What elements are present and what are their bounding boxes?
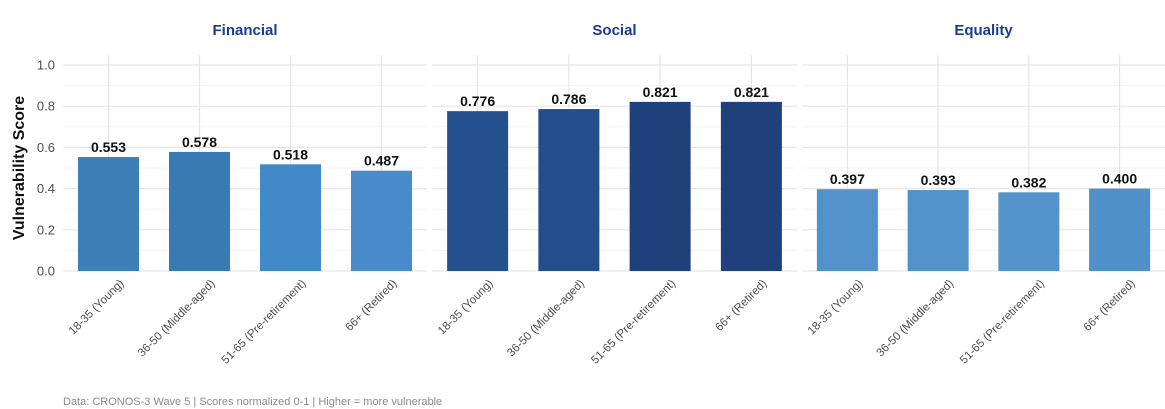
bar-value-label: 0.487 [364, 153, 399, 169]
bar-value-label: 0.397 [830, 171, 865, 187]
x-tick-label: 18-35 (Young) [806, 278, 866, 338]
bar-value-label: 0.393 [921, 172, 956, 188]
facet-title: Equality [954, 22, 1013, 39]
facet-title: Financial [212, 22, 277, 39]
y-tick-label: 0.8 [37, 99, 55, 114]
x-tick-label: 36-50 (Middle-aged) [875, 278, 957, 360]
bar [260, 164, 321, 271]
bar-value-label: 0.382 [1011, 174, 1046, 190]
bar [169, 151, 230, 271]
y-tick-label: 0.4 [37, 181, 55, 196]
x-tick-label: 36-50 (Middle-aged) [136, 278, 218, 360]
bar [629, 101, 691, 272]
facet-financial: Financial 0.553 18-35 (Young) 0.578 36-50 (M… [63, 22, 427, 367]
x-tick-label: 18-35 (Young) [67, 278, 127, 338]
bar [998, 192, 1060, 271]
x-tick-label: 66+ (Retired) [713, 278, 769, 334]
bar [720, 101, 782, 272]
bar [907, 190, 969, 271]
bar [538, 109, 600, 271]
facet-title: Social [592, 22, 636, 39]
x-tick-label: 51-65 (Pre-retirement) [589, 278, 678, 367]
data-source-caption: Data: CRONOS-3 Wave 5 | Scores normalize… [63, 396, 443, 408]
bar-value-label: 0.821 [643, 84, 678, 100]
x-tick-label: 36-50 (Middle-aged) [505, 278, 587, 360]
x-tick-label: 51-65 (Pre-retirement) [958, 278, 1047, 367]
bar [1089, 188, 1151, 271]
bar-value-label: 0.776 [460, 93, 495, 109]
x-tick-label: 66+ (Retired) [343, 278, 399, 334]
bar-value-label: 0.553 [91, 139, 126, 155]
bar-value-label: 0.821 [734, 84, 769, 100]
x-tick-label: 66+ (Retired) [1082, 278, 1138, 334]
bar-value-label: 0.578 [182, 134, 217, 150]
y-tick-label: 0.0 [37, 264, 55, 279]
bar-value-label: 0.518 [273, 146, 308, 162]
bar [447, 111, 509, 271]
bar [351, 170, 412, 271]
x-tick-label: 18-35 (Young) [436, 278, 496, 338]
y-axis-title: Vulnerability Score [11, 96, 28, 240]
bar-value-label: 0.400 [1102, 171, 1137, 187]
y-tick-label: 1.0 [37, 58, 55, 73]
x-tick-label: 51-65 (Pre-retirement) [220, 278, 309, 367]
facet-social: Social 0.776 18-35 (Young) 0.786 36-50 (Midd… [432, 22, 797, 367]
bar [78, 157, 139, 271]
bar [816, 189, 878, 271]
y-tick-label: 0.2 [37, 222, 55, 237]
y-tick-label: 0.6 [37, 140, 55, 155]
facet-equality: Equality 0.397 18-35 (Young) 0.393 36-50 (Mi… [802, 22, 1165, 367]
bar-value-label: 0.786 [551, 91, 586, 107]
